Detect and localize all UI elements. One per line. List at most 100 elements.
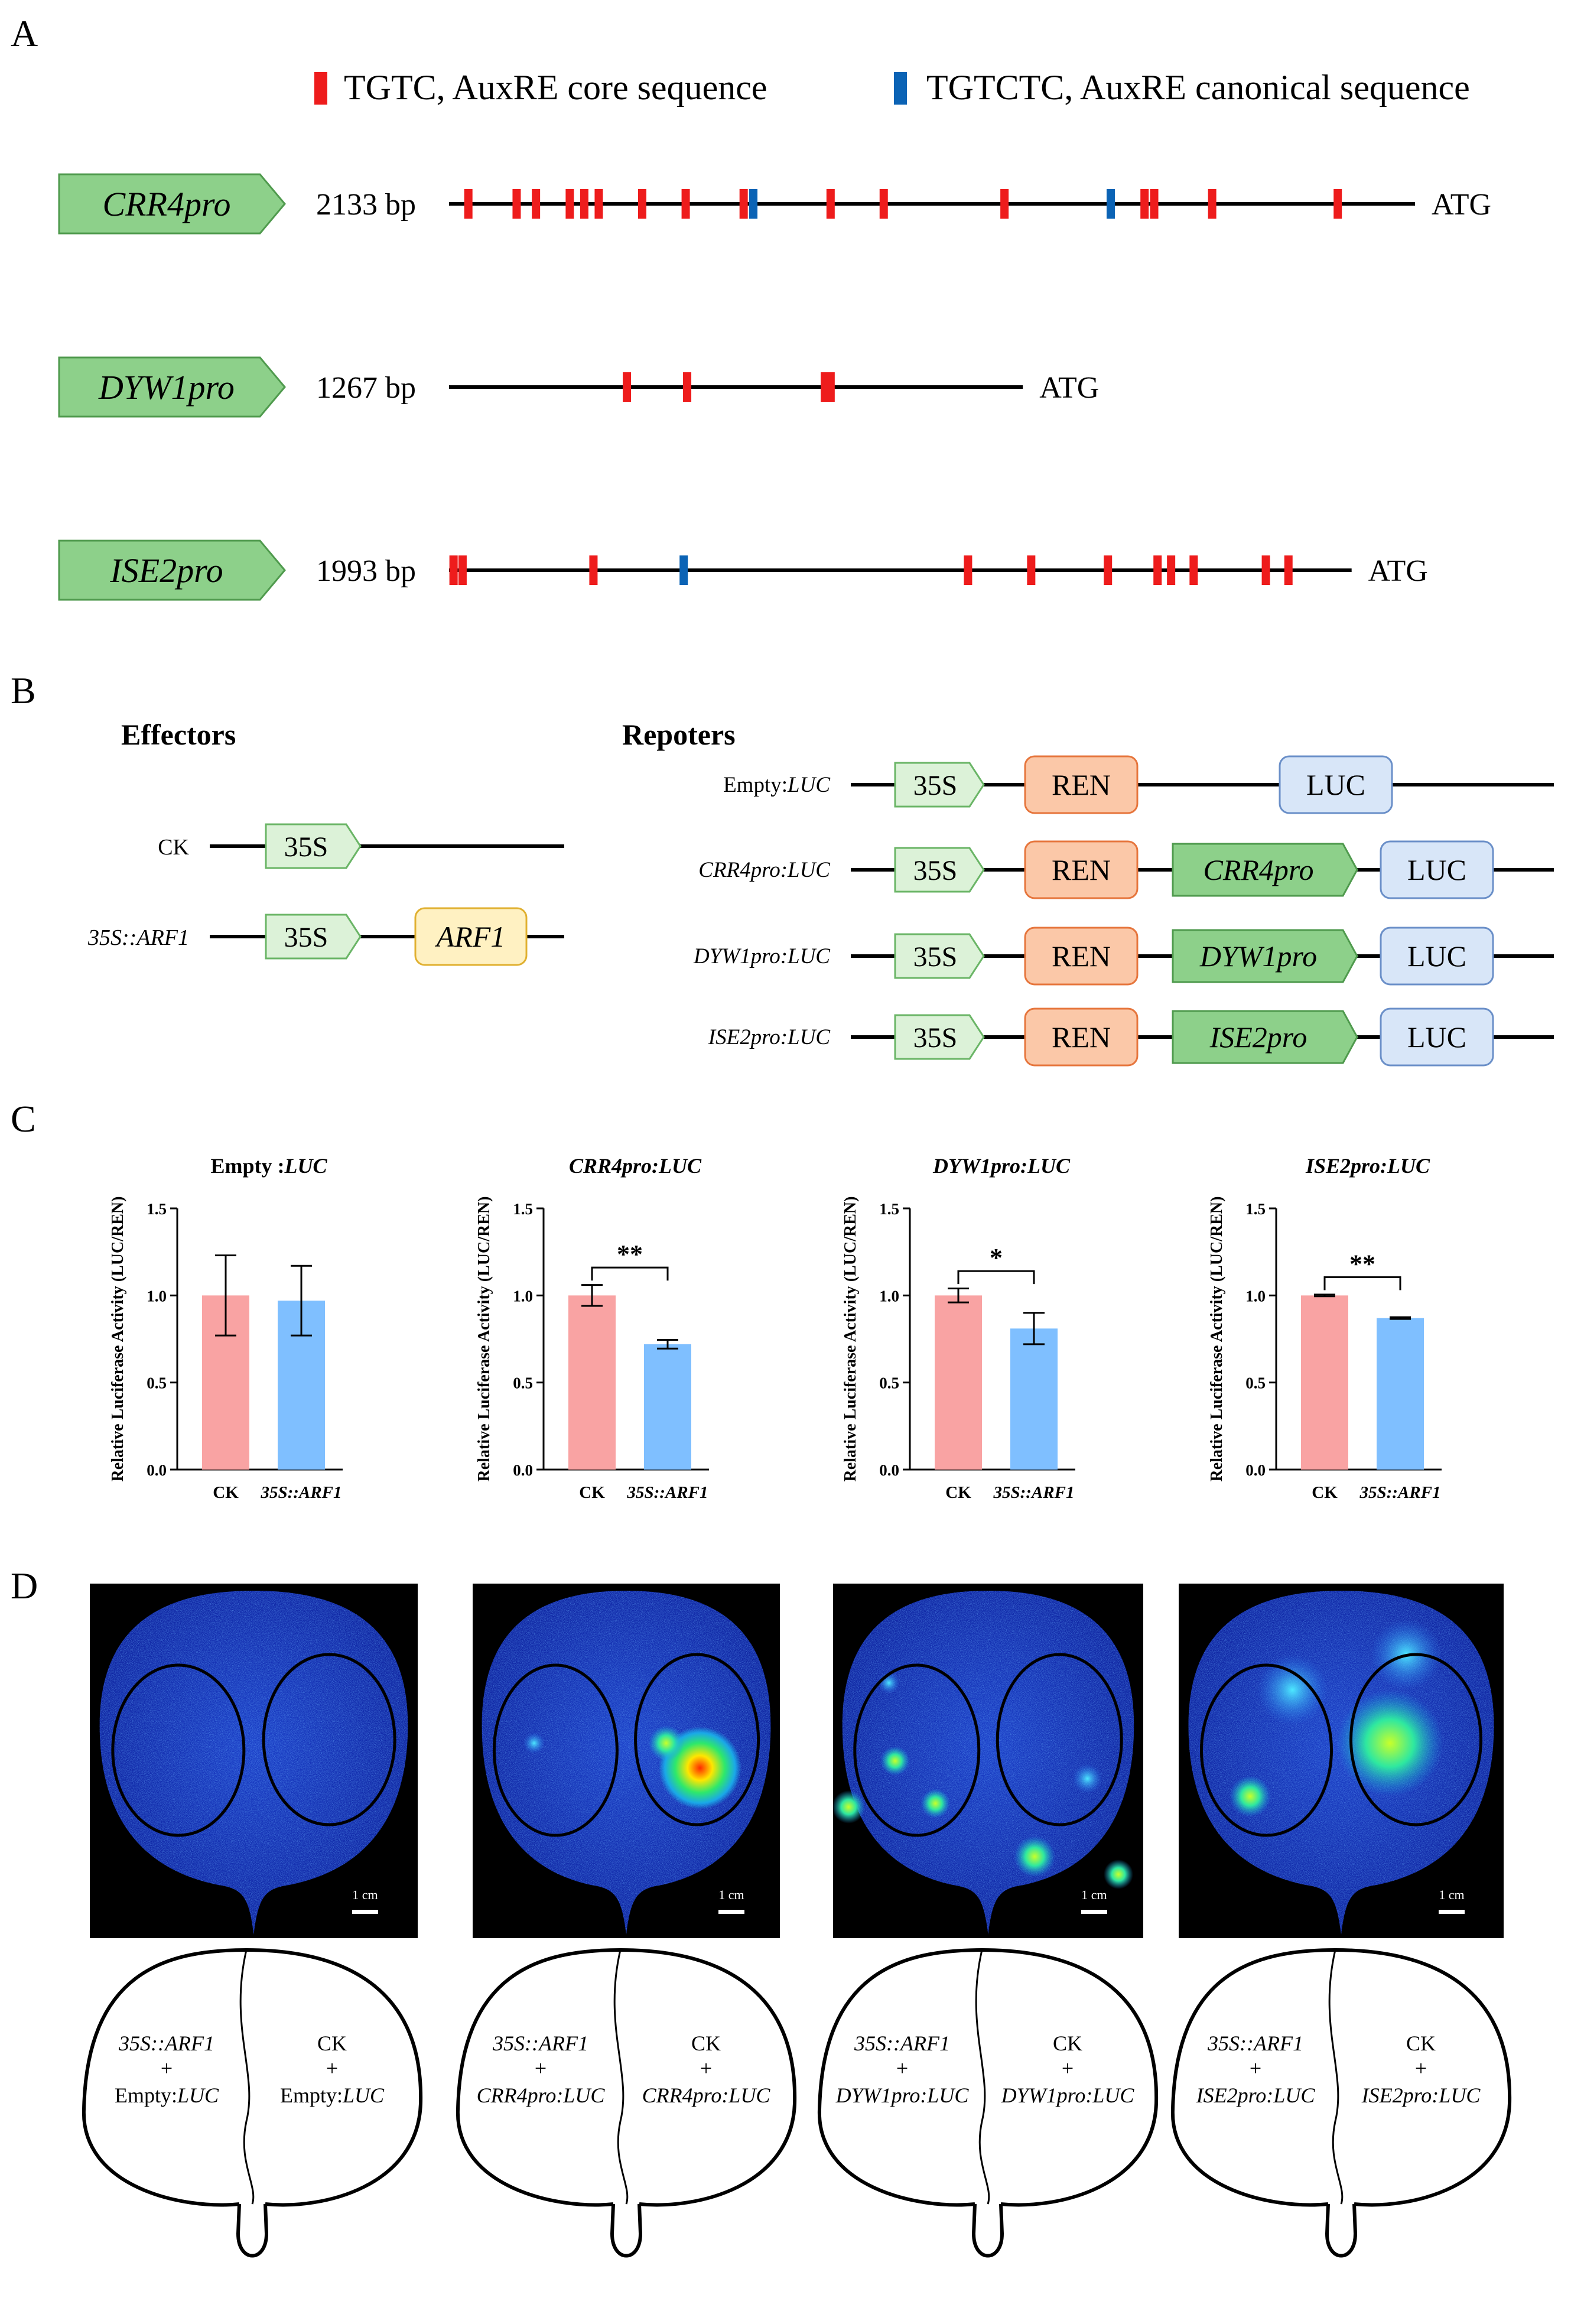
panel-label-a: A: [11, 12, 38, 54]
luminescence-image-1: 1 cm: [90, 1584, 418, 1938]
leaf-midrib: [1328, 1949, 1344, 2205]
infiltration-area-left: [1200, 1663, 1333, 1837]
leaf-petiole: [236, 2203, 269, 2258]
promoter-35s-label: 35S: [913, 941, 958, 973]
reporter-label-right: CRR4pro:LUC: [642, 2084, 771, 2107]
effector-label-left: 35S::ARF1: [854, 2032, 950, 2055]
reporter-label-name: ISE2pro:LUC: [708, 1025, 831, 1049]
effector-label-left: 35S::ARF1: [118, 2032, 214, 2055]
leaf-schematics: 35S::ARF1+Empty:LUCCK+Empty:LUC35S::ARF1…: [82, 1948, 1512, 2258]
core-site-mark: [1140, 189, 1149, 219]
reporter-name: LUC: [342, 2084, 385, 2107]
core-site-mark: [458, 555, 467, 585]
reporter-label-left: CRR4pro:LUC: [477, 2084, 606, 2107]
core-site-mark: [1167, 555, 1176, 585]
infiltration-area-right: [1349, 1653, 1482, 1826]
infiltration-area-left: [853, 1663, 981, 1837]
scale-bar: [718, 1910, 744, 1914]
bar-arf1: [1377, 1318, 1424, 1470]
atg-label: ATG: [1039, 371, 1099, 405]
ren-box: [1024, 927, 1139, 986]
arf1-gene-label: ARF1: [435, 920, 506, 953]
reporter-label-right: ISE2pro:LUC: [1361, 2084, 1481, 2107]
luc-label: LUC: [1407, 940, 1466, 973]
y-tick-label: 1.5: [1245, 1200, 1266, 1218]
luc-box: [1380, 840, 1494, 899]
reporters-title: Repoters: [622, 718, 736, 751]
insert-promoter-label: CRR4pro: [1203, 853, 1313, 886]
plus-right: +: [1415, 2056, 1427, 2080]
x-tick-label: 35S::ARF1: [993, 1483, 1075, 1502]
x-tick-label: 35S::ARF1: [261, 1483, 342, 1502]
y-tick-label: 1.0: [879, 1287, 899, 1305]
luminescence-spot: [880, 1746, 910, 1776]
effector-label-left: 35S::ARF1: [492, 2032, 588, 2055]
luminescence-image-2: 1 cm: [473, 1584, 780, 1938]
plus-left: +: [896, 2056, 908, 2080]
legend-core-swatch: [314, 72, 327, 105]
promoter-row-dyw1pro: DYW1pro 1267 bp ATG: [58, 356, 1099, 418]
core-site-mark: [683, 372, 692, 402]
canonical-site-mark: [679, 555, 688, 585]
luminescence-spot: [832, 1790, 866, 1824]
core-site-mark: [1153, 555, 1162, 585]
reporter-prefix: Empty:: [115, 2084, 177, 2107]
effector-row: 35S::ARF1 35S ARF1: [87, 907, 564, 966]
promoter-arrow: [58, 173, 286, 235]
core-site-mark: [1000, 189, 1009, 219]
reporter-name: CRR4pro:LUC: [642, 2084, 771, 2107]
core-site-mark: [532, 189, 541, 219]
reporter-label: CRR4pro:LUC: [698, 858, 831, 882]
atg-label: ATG: [1432, 188, 1491, 222]
promoter-35s-box: [894, 933, 985, 979]
reporter-name: ISE2pro:LUC: [1196, 2084, 1316, 2107]
y-tick-label: 0.5: [1245, 1374, 1266, 1392]
chart-title: DYW1pro:LUC: [932, 1154, 1071, 1178]
luminescence-images: 1 cm 1 cm 1 cm 1 cm: [90, 1584, 1504, 1938]
error-bar: [291, 1265, 312, 1337]
plus-left: +: [161, 2056, 173, 2080]
reporter-name: DYW1pro:LUC: [1001, 2084, 1135, 2107]
reporter-label-name: DYW1pro:LUC: [693, 944, 831, 968]
luc-box: [1279, 755, 1393, 814]
bar-ck: [1301, 1295, 1348, 1470]
core-site-mark: [1208, 189, 1217, 219]
ren-box: [1024, 840, 1139, 899]
error-bar: [657, 1338, 678, 1350]
ren-label: REN: [1052, 853, 1111, 886]
reporter-prefix: Empty:: [280, 2084, 343, 2107]
infiltration-area-right: [262, 1653, 396, 1826]
promoter-35s-box: [265, 823, 362, 869]
x-tick-label: 35S::ARF1: [627, 1483, 708, 1502]
leaf-outline: [82, 1948, 423, 2207]
reporter-row: DYW1pro:LUC 35S REN DYW1pro LUC: [693, 927, 1554, 986]
reporter-row: CRR4pro:LUC 35S REN CRR4pro LUC: [698, 840, 1554, 899]
promoter-35s-label: 35S: [913, 1022, 958, 1054]
canonical-site-mark: [1106, 189, 1115, 219]
leaf-petiole: [610, 2203, 643, 2258]
promoter-row-crr4pro: CRR4pro 2133 bp ATG: [58, 173, 1491, 235]
legend-canonical-label: TGTCTC, AuxRE canonical sequence: [926, 68, 1470, 107]
chart-3: DYW1pro:LUC Relative Luciferase Activity …: [841, 1154, 1075, 1502]
panel-label-b: B: [11, 669, 36, 711]
reporter-row: Empty:LUC 35S REN LUC: [723, 755, 1554, 814]
reporter-name: CRR4pro:LUC: [477, 2084, 606, 2107]
luc-box: [1380, 1007, 1494, 1067]
chart-1: Empty :LUC Relative Luciferase Activity (…: [109, 1154, 343, 1502]
core-site-mark: [826, 372, 835, 402]
leaf-schematic-2: 35S::ARF1+CRR4pro:LUC CK+CRR4pro:LUC: [456, 1948, 797, 2258]
plus-right: +: [326, 2056, 338, 2080]
luminescence-spot: [523, 1733, 545, 1754]
y-tick-label: 1.5: [513, 1200, 533, 1218]
core-site-mark: [879, 189, 888, 219]
reporter-label: Empty:LUC: [723, 773, 831, 797]
core-site-mark: [1104, 555, 1113, 585]
y-tick-label: 0.0: [513, 1461, 533, 1479]
leaf-speckle: [842, 1591, 1134, 1935]
y-tick-label: 1.5: [147, 1200, 167, 1218]
significance-label: **: [617, 1240, 643, 1269]
promoter-35s-box: [894, 847, 985, 893]
chart-title-name: CRR4pro:LUC: [569, 1154, 702, 1178]
